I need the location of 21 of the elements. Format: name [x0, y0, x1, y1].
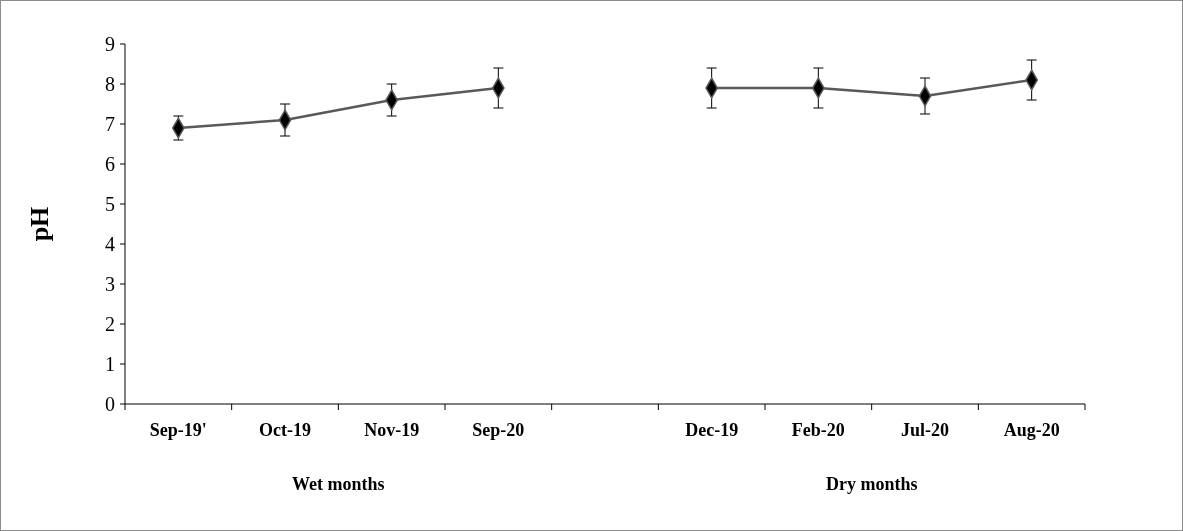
- text: Dry months: [825, 474, 918, 494]
- y-tick-label: 7: [105, 113, 115, 135]
- x-tick-label: Dec-19: [685, 420, 739, 440]
- y-tick-label: 9: [105, 33, 115, 55]
- y-tick-label: 1: [105, 353, 115, 375]
- x-tick-label: Aug-20: [1003, 420, 1060, 440]
- y-tick-label: 6: [105, 153, 115, 175]
- x-tick-label: Sep-19': [149, 420, 207, 440]
- y-tick-label: 4: [105, 233, 115, 255]
- text: Wet months: [292, 474, 385, 494]
- x-tick-label: Jul-20: [900, 420, 950, 440]
- y-tick-label: 2: [105, 313, 115, 335]
- x-tick-label: Nov-19: [364, 420, 420, 440]
- y-tick-label: 0: [105, 393, 115, 415]
- y-tick-label: 3: [105, 273, 115, 295]
- x-tick-label: Sep-20: [472, 420, 525, 440]
- y-axis-title: pH: [25, 206, 54, 242]
- x-tick-label: Oct-19: [259, 420, 311, 440]
- y-tick-label: 8: [105, 73, 115, 95]
- y-tick-label: 5: [105, 193, 115, 215]
- x-tick-label: Feb-20: [791, 420, 845, 440]
